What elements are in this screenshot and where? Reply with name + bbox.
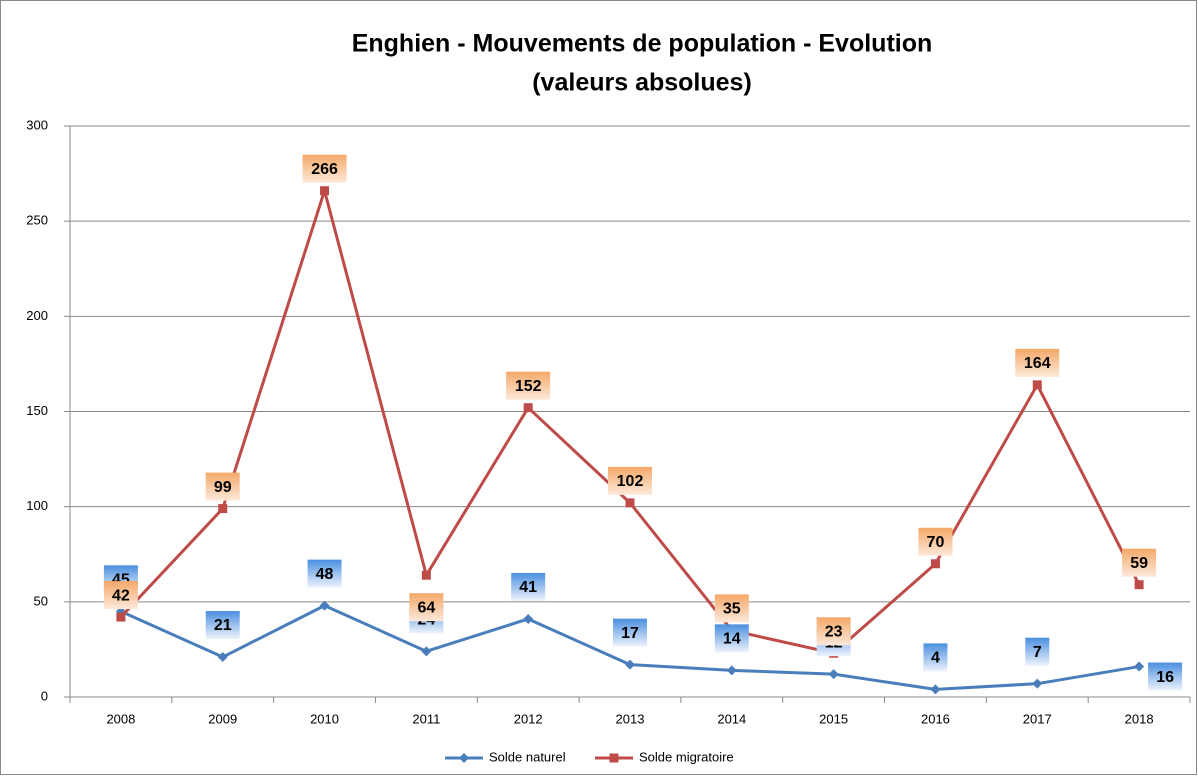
data-label-box <box>103 581 138 610</box>
x-tick-label: 2010 <box>310 711 339 726</box>
marker <box>523 403 533 413</box>
data-label-box <box>1148 662 1183 691</box>
data-label-box <box>1015 348 1060 377</box>
marker <box>421 646 432 657</box>
y-tick-label: 200 <box>26 308 48 323</box>
marker <box>217 652 228 663</box>
data-label: 59 <box>1130 555 1148 572</box>
data-label: 23 <box>825 623 843 640</box>
chart-subtitle: (valeurs absolues) <box>532 69 752 97</box>
data-label: 42 <box>112 587 130 604</box>
x-tick-label: 2008 <box>106 711 135 726</box>
x-tick-label: 2017 <box>1023 711 1052 726</box>
data-label: 16 <box>1156 669 1174 686</box>
data-label-box <box>506 371 551 400</box>
y-tick-label: 300 <box>26 117 48 132</box>
marker <box>1032 678 1043 689</box>
x-tick-label: 2014 <box>717 711 746 726</box>
data-label: 48 <box>316 566 334 583</box>
y-tick-label: 150 <box>26 403 48 418</box>
data-label-box <box>409 593 444 622</box>
x-tick-label: 2009 <box>208 711 237 726</box>
marker <box>218 504 228 514</box>
marker <box>609 753 619 763</box>
marker <box>421 570 431 580</box>
data-label-box <box>1025 637 1050 666</box>
chart-title: Enghien - Mouvements de population - Evo… <box>352 30 933 58</box>
legend-label: Solde migratoire <box>639 749 734 764</box>
x-tick-label: 2011 <box>412 711 440 726</box>
marker <box>523 613 534 624</box>
data-label: 17 <box>621 625 639 642</box>
data-label-box <box>613 618 647 647</box>
x-tick-label: 2013 <box>616 711 645 726</box>
data-label: 164 <box>1024 355 1051 372</box>
legend-label: Solde naturel <box>489 749 566 764</box>
data-label: 41 <box>519 579 537 596</box>
marker <box>1032 380 1042 390</box>
data-label-box <box>205 472 240 501</box>
data-label: 4 <box>931 650 940 667</box>
data-label: 70 <box>927 534 945 551</box>
data-label-box <box>1122 548 1157 577</box>
marker <box>320 186 330 196</box>
data-label-box <box>816 617 851 646</box>
data-label-box <box>608 466 652 495</box>
data-label-box <box>511 572 546 601</box>
y-tick-label: 0 <box>41 688 48 703</box>
marker <box>1134 661 1145 672</box>
marker <box>459 753 469 763</box>
marker <box>625 498 635 508</box>
data-label: 152 <box>515 378 542 395</box>
data-label: 14 <box>723 631 741 648</box>
marker <box>625 659 635 670</box>
data-label: 99 <box>214 479 232 496</box>
x-tick-label: 2015 <box>819 711 848 726</box>
data-label: 64 <box>417 599 435 616</box>
y-tick-label: 100 <box>26 498 48 513</box>
x-tick-label: 2016 <box>921 711 950 726</box>
y-tick-label: 250 <box>26 213 48 228</box>
data-label: 7 <box>1033 644 1042 661</box>
marker <box>1134 580 1144 590</box>
data-label: 102 <box>617 473 644 490</box>
marker <box>116 612 126 622</box>
data-label-box <box>714 624 749 653</box>
x-tick-label: 2018 <box>1125 711 1154 726</box>
data-label-box <box>918 527 953 556</box>
data-label-box <box>205 611 240 640</box>
data-label-box <box>307 559 342 588</box>
y-tick-label: 50 <box>34 593 48 608</box>
x-tick-label: 2012 <box>514 711 543 726</box>
data-label: 266 <box>311 161 338 178</box>
data-label: 21 <box>214 617 232 634</box>
data-label-box <box>923 643 948 672</box>
marker <box>930 684 941 695</box>
marker <box>930 559 940 569</box>
marker <box>726 665 737 676</box>
data-label-box <box>714 594 749 623</box>
data-label-box <box>302 154 347 183</box>
marker <box>319 600 330 611</box>
marker <box>828 669 839 680</box>
data-label: 35 <box>723 601 741 618</box>
